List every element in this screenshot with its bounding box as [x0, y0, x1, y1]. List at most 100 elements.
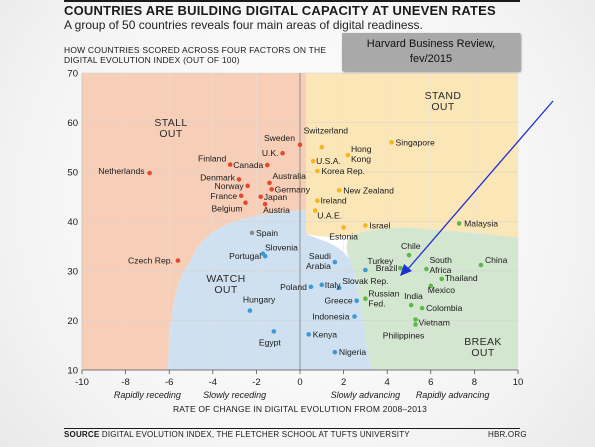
point-label-u-s-a: U.S.A.: [316, 156, 341, 166]
brand-mark: HBR.ORG: [488, 430, 527, 439]
point-label-japan: Japan: [264, 192, 288, 202]
source-text: DIGITAL EVOLUTION INDEX, THE FLETCHER SC…: [101, 430, 410, 439]
point-label-malaysia: Malaysia: [464, 218, 498, 228]
point-label-u-a-e: U.A.E.: [317, 211, 342, 221]
point-mexico: [428, 283, 434, 289]
quadrant-label-stand-out: STAND OUT: [425, 90, 462, 113]
point-label-austria: Austria: [263, 205, 290, 215]
point-slovak-rep: [336, 285, 342, 291]
point-philippines: [413, 322, 418, 327]
point-label-finland: Finland: [198, 154, 226, 164]
quadrant-stand-out: [306, 73, 518, 238]
point-labels: Netherlands Czech Rep. Finland DenmarkNorwa…: [98, 125, 507, 357]
point-label-hong-kong: Hong Kong: [351, 144, 372, 164]
point-czech-rep: [175, 258, 181, 263]
point-china: [478, 262, 484, 268]
point-switzerland: [319, 144, 325, 150]
point-vietnam: [413, 317, 418, 322]
range-labels: Rapidly receding Slowly receding Slowly ad…: [114, 390, 489, 400]
point-label-norway: Norway: [215, 181, 245, 191]
point-label-germany: Germany: [275, 184, 311, 194]
point-france: [238, 193, 244, 199]
x-tick-label-0: 0: [297, 377, 302, 388]
point-label-hungary: Hungary: [243, 295, 276, 305]
source-badge-line1: Harvard Business Review,: [366, 38, 496, 50]
point-label-australia: Australia: [272, 171, 306, 181]
data-points: [147, 140, 484, 355]
source-badge: Harvard Business Review, fev/2015: [342, 33, 520, 71]
point-label-thailand: Thailand: [445, 273, 478, 283]
y-tick-label-70: 70: [67, 69, 78, 80]
point-norway: [245, 183, 250, 189]
x-tick-label-6: 6: [428, 377, 433, 388]
point-label-netherlands: Netherlands: [98, 166, 144, 176]
x-tick-label--10: -10: [75, 377, 89, 388]
point-label-switzerland: Switzerland: [304, 125, 349, 135]
point-label-china: China: [485, 255, 508, 265]
point-korea-rep: [315, 168, 320, 174]
point-label-india: India: [404, 291, 423, 301]
point-hungary: [247, 308, 253, 313]
y-tick-label-10: 10: [67, 366, 78, 377]
x-tick-label--8: -8: [121, 377, 129, 388]
range-label-rapidly-advancing: Rapidly advancing: [416, 390, 490, 400]
point-label-colombia: Colombia: [426, 303, 463, 313]
quadrant-label-stall-out: STALL OUT: [154, 117, 187, 140]
x-tick-label-10: 10: [513, 377, 524, 388]
point-label-slovak-rep: Slovak Rep.: [342, 276, 388, 286]
quadrant-break-out: [346, 227, 518, 370]
point-label-mexico: Mexico: [428, 285, 455, 295]
point-spain: [249, 230, 255, 236]
point-label-turkey: Turkey: [367, 256, 394, 266]
point-label-kenya: Kenya: [313, 329, 338, 339]
point-germany: [269, 187, 274, 192]
point-label-philippines: Philippines: [383, 330, 425, 340]
axis-heading-line1: HOW COUNTRIES SCORED ACROSS FOUR FACTORS…: [64, 45, 327, 55]
point-label-saudi-arabia: Saudi Arabia: [306, 251, 331, 271]
axis-heading: HOW COUNTRIES SCORED ACROSS FOUR FACTORS…: [64, 45, 344, 65]
point-turkey: [363, 267, 368, 273]
point-label-italy: Italy: [325, 280, 341, 290]
point-label-brazil: Brazil: [376, 263, 398, 273]
point-australia: [267, 180, 272, 186]
point-japan: [258, 194, 264, 200]
point-greece: [354, 298, 359, 304]
point-label-estonia: Estonia: [329, 231, 358, 241]
x-tick-label--4: -4: [209, 377, 217, 388]
point-u-s-a: [310, 158, 316, 164]
point-label-chile: Chile: [401, 241, 421, 251]
chart-title: COUNTRIES ARE BUILDING DIGITAL CAPACITY …: [64, 3, 496, 18]
tick-labels: 10 20 30 40 50 60 70 -10 -8 -6 -4 -2 0 2 4 6 8 10: [67, 69, 523, 389]
point-u-k: [280, 150, 285, 156]
point-canada: [265, 162, 270, 168]
point-new-zealand: [336, 188, 342, 193]
y-tick-label-50: 50: [67, 168, 78, 179]
point-kenya: [306, 332, 312, 337]
y-tick-label-20: 20: [67, 316, 78, 327]
x-tick-label-8: 8: [472, 377, 477, 388]
axes: [81, 73, 519, 374]
point-thailand: [439, 276, 445, 282]
quadrant-watch-out: [168, 210, 372, 370]
point-label-belgium: Belgium: [211, 204, 242, 214]
range-label-slowly-receding: Slowly receding: [203, 390, 266, 400]
point-chile: [406, 252, 412, 258]
point-egypt: [271, 329, 277, 334]
point-estonia: [341, 225, 346, 230]
bottom-rule: [64, 428, 520, 429]
point-indonesia: [352, 314, 357, 319]
y-tick-label-40: 40: [67, 217, 78, 228]
point-label-sweden: Sweden: [264, 133, 295, 143]
x-tick-label-4: 4: [385, 377, 390, 388]
point-italy: [319, 282, 325, 288]
point-ireland: [315, 198, 320, 204]
point-label-vietnam: Vietnam: [419, 318, 450, 328]
point-poland: [308, 284, 314, 290]
point-label-korea-rep: Korea Rep.: [321, 166, 364, 176]
quadrant-labels: STALL OUT STAND OUT WATCH OUT BREAK OUT: [154, 90, 501, 359]
point-label-russian-fed: Russian Fed.: [368, 289, 399, 309]
point-label-israel: Israel: [369, 220, 390, 230]
point-label-poland: Poland: [280, 282, 307, 292]
point-south-africa: [424, 266, 429, 272]
point-label-czech-rep: Czech Rep.: [128, 256, 173, 266]
